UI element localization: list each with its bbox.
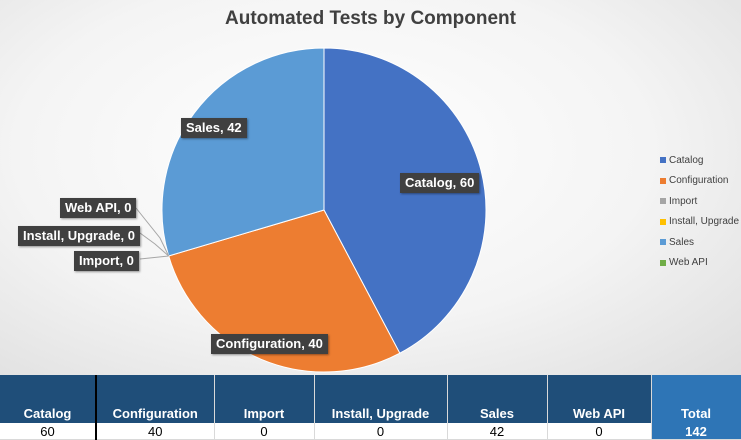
table-cell: 60 xyxy=(0,423,97,440)
data-label-web-api: Web API, 0 xyxy=(60,198,137,218)
legend-swatch xyxy=(660,177,666,184)
table-row: 60 40 0 0 42 0 142 xyxy=(0,423,741,440)
data-label-configuration: Configuration, 40 xyxy=(211,334,328,354)
pie-slice-configuration xyxy=(168,209,401,373)
table-header-cell: Install, Upgrade xyxy=(314,375,448,423)
data-label-import: Import, 0 xyxy=(74,251,139,271)
chart-title: Automated Tests by Component xyxy=(225,8,516,29)
legend-swatch xyxy=(660,157,666,164)
summary-table: Catalog Configuration Import Install, Up… xyxy=(0,375,741,440)
data-label-install-upgrade: Install, Upgrade, 0 xyxy=(18,226,140,246)
data-label-catalog: Catalog, 60 xyxy=(400,173,480,193)
legend-label: Install, Upgrade xyxy=(669,216,740,228)
table-cell: 42 xyxy=(447,423,548,440)
leader-line-web-api xyxy=(135,207,170,257)
legend-item: Install, Upgrade xyxy=(660,212,739,233)
table-cell: 40 xyxy=(96,423,215,440)
data-label-sales: Sales, 42 xyxy=(181,118,247,138)
legend-label: Catalog xyxy=(669,154,704,166)
pie-slice-catalog xyxy=(323,47,487,354)
table-header-cell: Sales xyxy=(447,375,548,423)
legend-label: Configuration xyxy=(669,175,729,187)
legend-item: Import xyxy=(660,191,739,212)
legend-item: Sales xyxy=(660,232,739,253)
table-header-total: Total xyxy=(651,375,741,423)
legend-swatch xyxy=(660,198,666,205)
chart-area: Automated Tests by Component Catalog, 60… xyxy=(0,0,741,375)
legend-item: Configuration xyxy=(660,171,739,192)
leader-line-import xyxy=(139,255,169,260)
table-cell: 0 xyxy=(314,423,448,440)
legend-swatch xyxy=(660,239,666,246)
legend-label: Web API xyxy=(669,257,708,269)
table-header-cell: Import xyxy=(214,375,315,423)
table-header-cell: Web API xyxy=(547,375,652,423)
legend-item: Catalog xyxy=(660,150,739,171)
legend-swatch xyxy=(660,218,666,225)
table-header-row: Catalog Configuration Import Install, Up… xyxy=(0,375,741,423)
table-header-cell: Catalog xyxy=(0,375,97,423)
legend-label: Import xyxy=(669,195,698,207)
table-header-cell: Configuration xyxy=(96,375,215,423)
pie-slice-sales xyxy=(161,47,325,257)
table-total-cell: 142 xyxy=(651,423,741,440)
legend-swatch xyxy=(660,259,666,266)
table-cell: 0 xyxy=(547,423,652,440)
leader-line-install-upgrade xyxy=(139,232,169,257)
legend-item: Web API xyxy=(660,253,739,274)
table-cell: 0 xyxy=(214,423,315,440)
pie-chart xyxy=(135,47,487,373)
legend: Catalog Configuration Import Install, Up… xyxy=(660,150,739,273)
legend-label: Sales xyxy=(669,236,695,248)
